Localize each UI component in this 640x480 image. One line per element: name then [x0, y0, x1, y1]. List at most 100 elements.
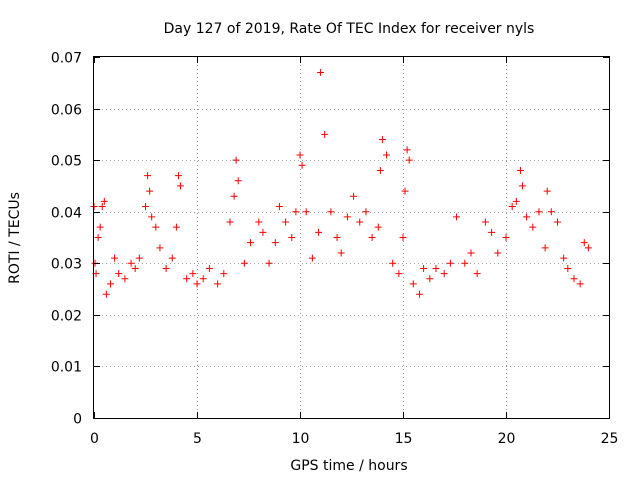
data-point: [100, 197, 108, 205]
data-point: [302, 208, 310, 216]
data-point: [368, 234, 376, 241]
y-tick-label: 0.01: [51, 360, 82, 376]
data-point: [481, 218, 489, 226]
data-point: [395, 270, 403, 278]
data-point: [156, 244, 164, 252]
data-point: [271, 239, 279, 247]
data-point: [177, 182, 185, 190]
data-point: [146, 187, 154, 195]
data-point: [327, 208, 335, 216]
data-point: [543, 187, 551, 195]
data-points: [90, 68, 592, 298]
data-point: [389, 259, 397, 267]
data-point: [102, 290, 110, 298]
data-point: [383, 151, 391, 159]
data-point: [580, 239, 588, 247]
data-point: [343, 213, 351, 221]
data-point: [106, 280, 114, 288]
data-point: [523, 213, 531, 221]
data-point: [518, 182, 526, 190]
data-point: [541, 244, 549, 252]
data-point: [333, 234, 341, 241]
data-point: [362, 208, 370, 216]
x-axis-label: GPS time / hours: [290, 458, 407, 474]
x-tick-label: 10: [292, 431, 310, 447]
data-point: [337, 249, 345, 257]
data-point: [259, 228, 267, 236]
data-point: [282, 218, 290, 226]
data-point: [189, 270, 197, 278]
data-point: [554, 218, 561, 226]
data-point: [473, 270, 481, 278]
data-point: [292, 208, 300, 216]
x-tick-label: 5: [193, 431, 202, 447]
data-point: [232, 156, 240, 164]
data-point: [226, 218, 234, 226]
data-point: [98, 203, 106, 211]
data-point: [401, 187, 409, 195]
data-point: [405, 156, 413, 164]
data-point: [426, 275, 434, 283]
data-point: [255, 218, 263, 226]
data-point: [265, 259, 273, 267]
data-point: [321, 130, 329, 138]
data-point: [467, 249, 475, 257]
data-point: [214, 280, 222, 288]
data-point: [399, 234, 407, 241]
data-point: [247, 239, 255, 247]
data-point: [152, 223, 160, 231]
data-point: [131, 264, 139, 272]
data-point: [315, 228, 323, 236]
data-point: [296, 151, 304, 159]
data-point: [193, 280, 201, 288]
data-point: [144, 172, 152, 180]
data-point: [240, 259, 248, 267]
data-point: [142, 203, 149, 211]
data-point: [183, 275, 191, 283]
data-point: [174, 172, 182, 180]
data-point: [111, 254, 119, 262]
data-point: [508, 203, 516, 211]
data-point: [453, 213, 461, 221]
y-tick-labels: 0 0.01 0.02 0.03 0.04 0.05 0.06 0.07: [51, 51, 82, 428]
series-roti: [90, 68, 592, 298]
data-point: [205, 264, 213, 272]
plot-frame: [93, 56, 610, 419]
data-point: [535, 208, 543, 216]
data-point: [230, 192, 238, 200]
data-point: [564, 264, 572, 272]
x-tick-label: 15: [395, 431, 413, 447]
data-point: [172, 223, 180, 231]
data-point: [403, 146, 411, 154]
data-point: [409, 280, 417, 288]
data-point: [356, 218, 364, 226]
data-point: [275, 203, 283, 211]
data-point: [115, 270, 123, 278]
data-point: [288, 234, 296, 241]
data-point: [234, 177, 242, 185]
data-point: [135, 254, 143, 262]
data-point: [415, 290, 423, 298]
data-point: [529, 223, 537, 231]
data-point: [432, 264, 440, 272]
data-point: [446, 259, 454, 267]
grid-lines: [94, 57, 609, 418]
data-point: [440, 270, 448, 278]
data-point: [162, 264, 170, 272]
x-tick-label: 0: [90, 431, 99, 447]
x-tick-labels: 0 5 10 15 20 25: [90, 431, 618, 447]
data-point: [121, 275, 129, 283]
data-point: [350, 192, 358, 200]
y-tick-label: 0.07: [51, 51, 82, 67]
axis-ticks: [94, 57, 610, 419]
chart-title: Day 127 of 2019, Rate Of TEC Index for r…: [164, 21, 535, 37]
y-tick-label: 0.03: [51, 257, 82, 273]
data-point: [374, 223, 382, 231]
data-point: [298, 161, 306, 169]
data-point: [96, 223, 104, 231]
data-point: [148, 213, 156, 221]
data-point: [502, 234, 510, 241]
y-tick-label: 0.02: [51, 309, 82, 325]
data-point: [199, 275, 207, 283]
